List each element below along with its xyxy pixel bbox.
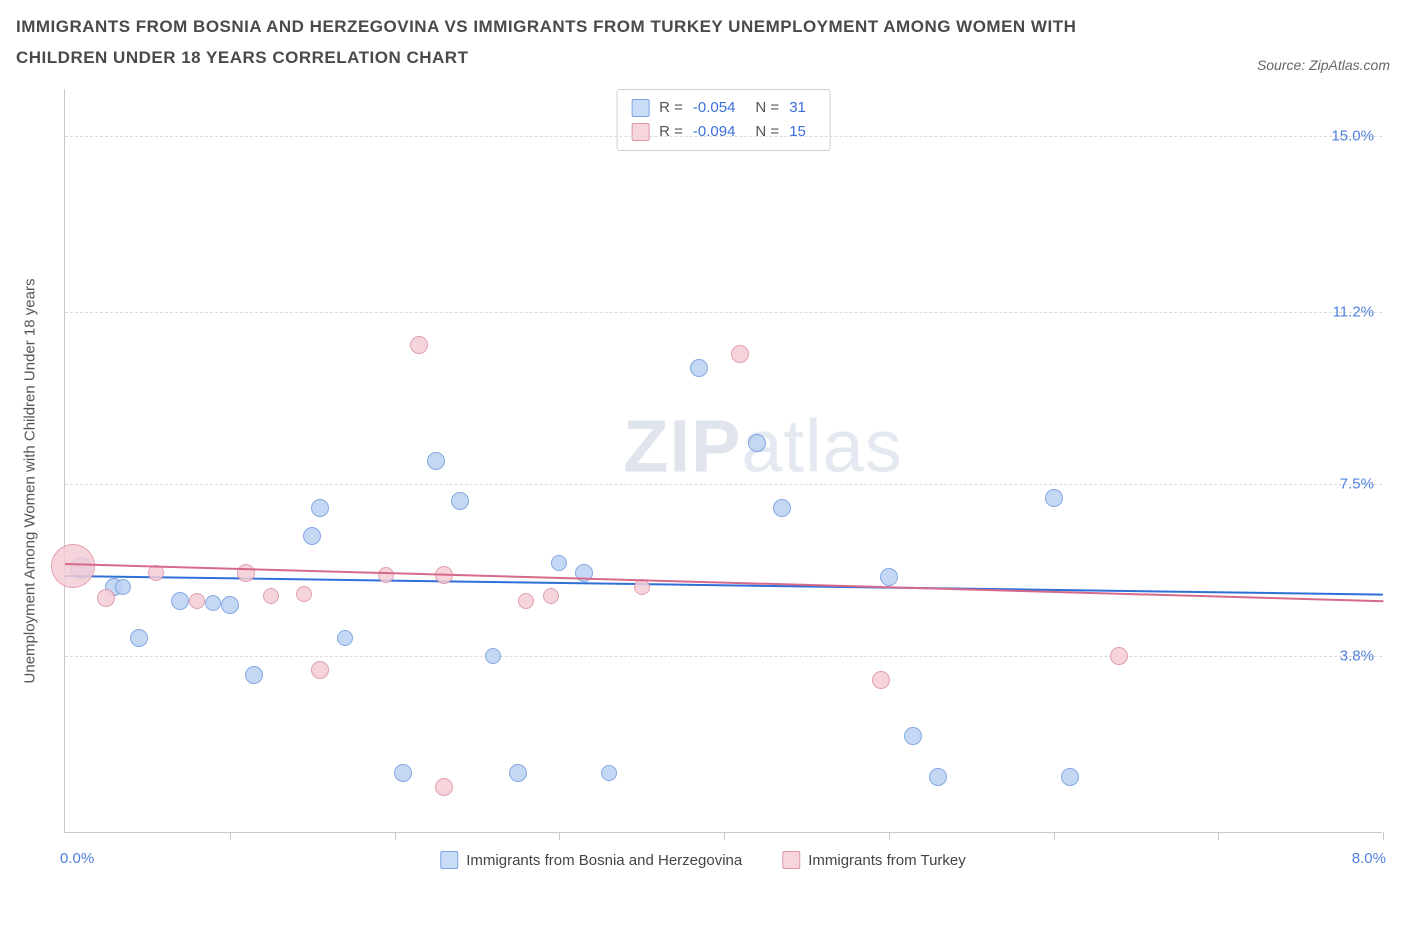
stats-row-turkey: R = -0.094 N = 15 [631,120,816,144]
data-point-turkey [731,345,749,363]
legend-label-bosnia: Immigrants from Bosnia and Herzegovina [466,852,742,869]
data-point-bosnia [205,595,221,611]
data-point-bosnia [1045,489,1063,507]
data-point-turkey [378,567,394,583]
x-tick [230,832,231,840]
swatch-turkey [631,123,649,141]
y-tick-label: 3.8% [1340,648,1374,665]
legend-item-bosnia: Immigrants from Bosnia and Herzegovina [440,851,742,869]
stats-row-bosnia: R = -0.054 N = 31 [631,96,816,120]
data-point-turkey [296,586,312,602]
data-point-bosnia [509,764,527,782]
x-tick [724,832,725,840]
stat-r-bosnia: -0.054 [693,96,736,120]
chart-title: IMMIGRANTS FROM BOSNIA AND HERZEGOVINA V… [16,12,1116,73]
data-point-bosnia [337,630,353,646]
chart-container: Unemployment Among Women with Children U… [16,81,1390,881]
y-tick-label: 11.2% [1333,304,1374,321]
data-point-turkey [97,589,115,607]
data-point-bosnia [427,452,445,470]
stat-n-bosnia: 31 [789,96,806,120]
data-point-turkey [435,778,453,796]
gridline [65,136,1382,137]
data-point-bosnia [880,568,898,586]
gridline [65,484,1382,485]
swatch-bosnia [631,99,649,117]
stat-label-r: R = [659,96,683,120]
data-point-turkey [410,336,428,354]
data-point-bosnia [394,764,412,782]
data-point-turkey [518,593,534,609]
correlation-stats-box: R = -0.054 N = 31 R = -0.094 N = 15 [616,89,831,151]
data-point-bosnia [773,499,791,517]
data-point-turkey [543,588,559,604]
data-point-bosnia [115,579,131,595]
x-tick [559,832,560,840]
source-name: ZipAtlas.com [1309,57,1390,73]
legend: Immigrants from Bosnia and Herzegovina I… [440,851,966,869]
data-point-bosnia [601,765,617,781]
stat-label-n: N = [755,120,779,144]
x-tick [889,832,890,840]
gridline [65,312,1382,313]
data-point-turkey [189,593,205,609]
data-point-bosnia [311,499,329,517]
plot-area: R = -0.054 N = 31 R = -0.094 N = 15 ZIPa… [64,89,1382,833]
data-point-bosnia [690,359,708,377]
legend-item-turkey: Immigrants from Turkey [782,851,966,869]
x-tick [1383,832,1384,840]
watermark-part2: atlas [741,404,902,487]
data-point-turkey [311,661,329,679]
legend-swatch-turkey [782,851,800,869]
gridline [65,656,1382,657]
y-tick-label: 15.0% [1331,127,1374,144]
data-point-turkey [237,564,255,582]
stat-label-r: R = [659,120,683,144]
data-point-bosnia [748,434,766,452]
data-point-bosnia [904,727,922,745]
stat-n-turkey: 15 [789,120,806,144]
header: IMMIGRANTS FROM BOSNIA AND HERZEGOVINA V… [16,12,1390,73]
legend-label-turkey: Immigrants from Turkey [808,852,966,869]
x-axis-min-label: 0.0% [60,850,94,867]
y-tick-label: 7.5% [1340,476,1374,493]
y-axis-title: Unemployment Among Women with Children U… [22,279,39,684]
x-axis-max-label: 8.0% [1352,850,1386,867]
legend-swatch-bosnia [440,851,458,869]
source-prefix: Source: [1257,57,1305,73]
data-point-bosnia [929,768,947,786]
data-point-turkey [51,544,95,588]
data-point-turkey [1110,647,1128,665]
data-point-bosnia [130,629,148,647]
stat-r-turkey: -0.094 [693,120,736,144]
watermark-part1: ZIP [623,404,741,487]
stat-label-n: N = [755,96,779,120]
data-point-bosnia [451,492,469,510]
data-point-turkey [872,671,890,689]
data-point-bosnia [303,527,321,545]
data-point-turkey [263,588,279,604]
data-point-bosnia [245,666,263,684]
data-point-bosnia [171,592,189,610]
data-point-bosnia [1061,768,1079,786]
source-attribution: Source: ZipAtlas.com [1257,57,1390,73]
data-point-bosnia [551,555,567,571]
data-point-bosnia [485,648,501,664]
x-tick [1218,832,1219,840]
x-tick [395,832,396,840]
x-tick [1054,832,1055,840]
data-point-bosnia [221,596,239,614]
